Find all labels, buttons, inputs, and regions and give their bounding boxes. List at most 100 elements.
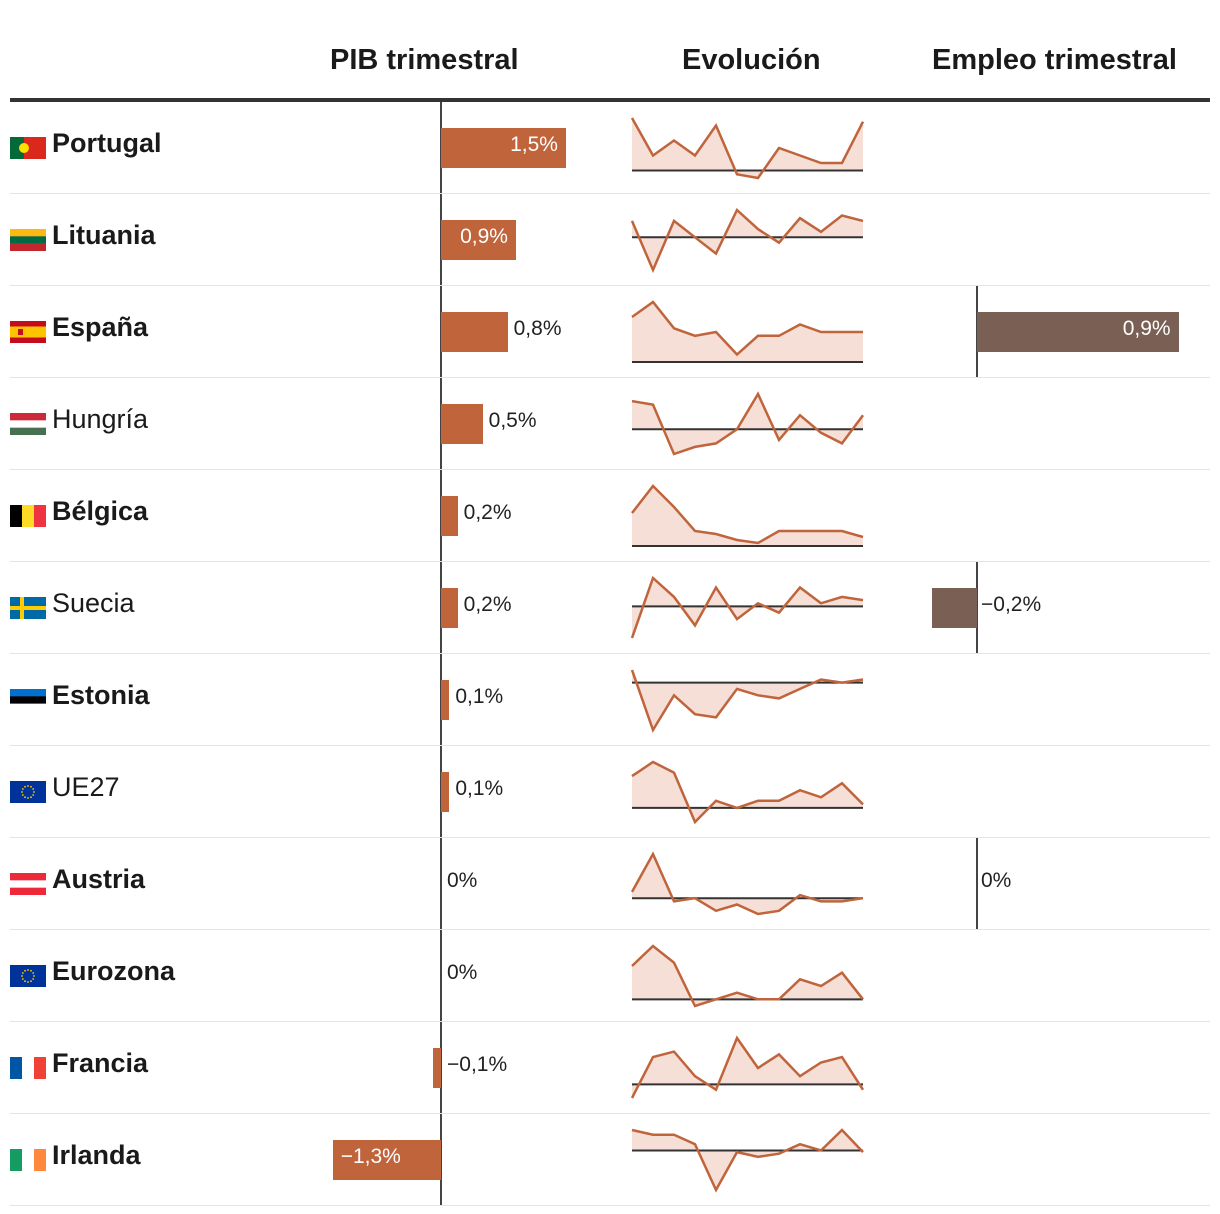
pib-value-label: 1,5% [510,133,558,156]
table-header: PIB trimestral Evolución Empleo trimestr… [0,0,1220,104]
pib-bar [441,496,458,536]
pib-value-label: −1,3% [340,1145,401,1168]
row-separator [10,929,1210,930]
row-separator [10,1205,1210,1206]
evolution-sparkline [630,575,864,639]
lithuania-flag-icon [10,229,46,251]
portugal-flag-icon [10,137,46,159]
sparkline-line [630,851,864,916]
country-label: Portugal [52,128,162,158]
pib-value-label: 0,1% [455,685,504,708]
sparkline-line [630,117,865,180]
pib-axis [440,1022,442,1114]
sparkline-line [631,300,863,357]
evolution-sparkline [630,117,865,180]
belgium-flag-icon [10,505,46,527]
employment-value-label: −0,2% [981,593,1042,616]
country-table: Portugal 1,5% Lituania 0,9% España 0,8% 0,9% Hu… [0,102,1220,1206]
evolution-column-header: Evolución [682,44,821,76]
sparkline-area [632,1038,863,1098]
hungary-flag-icon [10,413,46,435]
estonia-flag-icon [10,689,46,711]
sparkline-line [631,944,864,1008]
country-label: España [52,312,149,342]
table-row: Suecia 0,2% −0,2% [0,562,1220,654]
country-label: Suecia [52,588,135,618]
pib-value-label: 0,1% [455,777,504,800]
evolution-sparkline [630,1035,865,1099]
evolution-sparkline [630,207,864,274]
table-row: Austria 0% 0% [0,838,1220,930]
employment-value-label: 0% [981,869,1012,892]
pib-axis [440,930,442,1022]
evolution-sparkline [631,391,865,456]
employment-column-header: Empleo trimestral [932,44,1177,76]
eu-flag-icon [10,781,46,803]
pib-axis [440,838,442,930]
country-label: Austria [52,864,146,894]
pib-bar [441,220,516,260]
pib-value-label: 0% [447,869,478,892]
table-row: Bélgica 0,2% [0,470,1220,562]
country-label: Estonia [52,680,150,710]
sparkline-line [630,1035,865,1099]
table-row: Lituania 0,9% [0,194,1220,286]
sparkline-area [632,578,863,638]
evolution-sparkline [631,484,864,547]
austria-flag-icon [10,873,46,895]
row-separator [10,469,1210,470]
sparkline-area [632,486,863,546]
pib-value-label: 0,2% [463,501,512,524]
pib-bar [441,680,450,720]
table-row: Hungría 0,5% [0,378,1220,470]
country-label: Bélgica [52,496,149,526]
pib-column-header: PIB trimestral [330,44,519,76]
sparkline-line [630,669,864,733]
table-row: España 0,8% 0,9% [0,286,1220,378]
pib-bar [441,404,483,444]
pib-bar [332,1140,441,1180]
sparkline-area [632,118,863,178]
pib-value-label: 0% [447,961,478,984]
sparkline-line [630,207,864,274]
row-separator [10,377,1210,378]
spain-flag-icon [10,321,46,343]
table-row: Estonia 0,1% [0,654,1220,746]
pib-bar [441,588,458,628]
pib-bar [432,1048,441,1088]
sparkline-area [632,302,863,362]
evolution-sparkline [630,851,864,916]
sparkline-line [631,391,865,456]
table-row: UE27 0,1% [0,746,1220,838]
france-flag-icon [10,1057,46,1079]
sparkline-area [632,946,863,1006]
evolution-sparkline [631,944,864,1008]
sparkline-area [632,210,863,270]
country-label: Francia [52,1048,149,1078]
row-separator [10,285,1210,286]
row-separator [10,837,1210,838]
pib-value-label: 0,9% [460,225,508,248]
row-separator [10,745,1210,746]
table-row: Francia −0,1% [0,1022,1220,1114]
sparkline-area [632,1130,863,1190]
pib-bar [441,128,566,168]
country-label: UE27 [52,772,120,802]
sparkline-line [631,760,864,825]
row-separator [10,193,1210,194]
pib-bar [441,312,508,352]
evolution-sparkline [630,669,864,733]
employment-value-label: 0,9% [1122,317,1171,340]
row-separator [10,653,1210,654]
header-rule [10,98,1210,102]
evolution-sparkline [631,760,864,825]
employment-bar [977,312,1179,352]
table-row: Portugal 1,5% [0,102,1220,194]
country-label: Hungría [52,404,149,434]
sparkline-line [631,1128,864,1193]
sparkline-line [630,575,864,639]
table-row: Irlanda −1,3% [0,1114,1220,1206]
ireland-flag-icon [10,1149,46,1171]
pib-axis [440,1114,442,1206]
sparkline-area [632,394,863,454]
